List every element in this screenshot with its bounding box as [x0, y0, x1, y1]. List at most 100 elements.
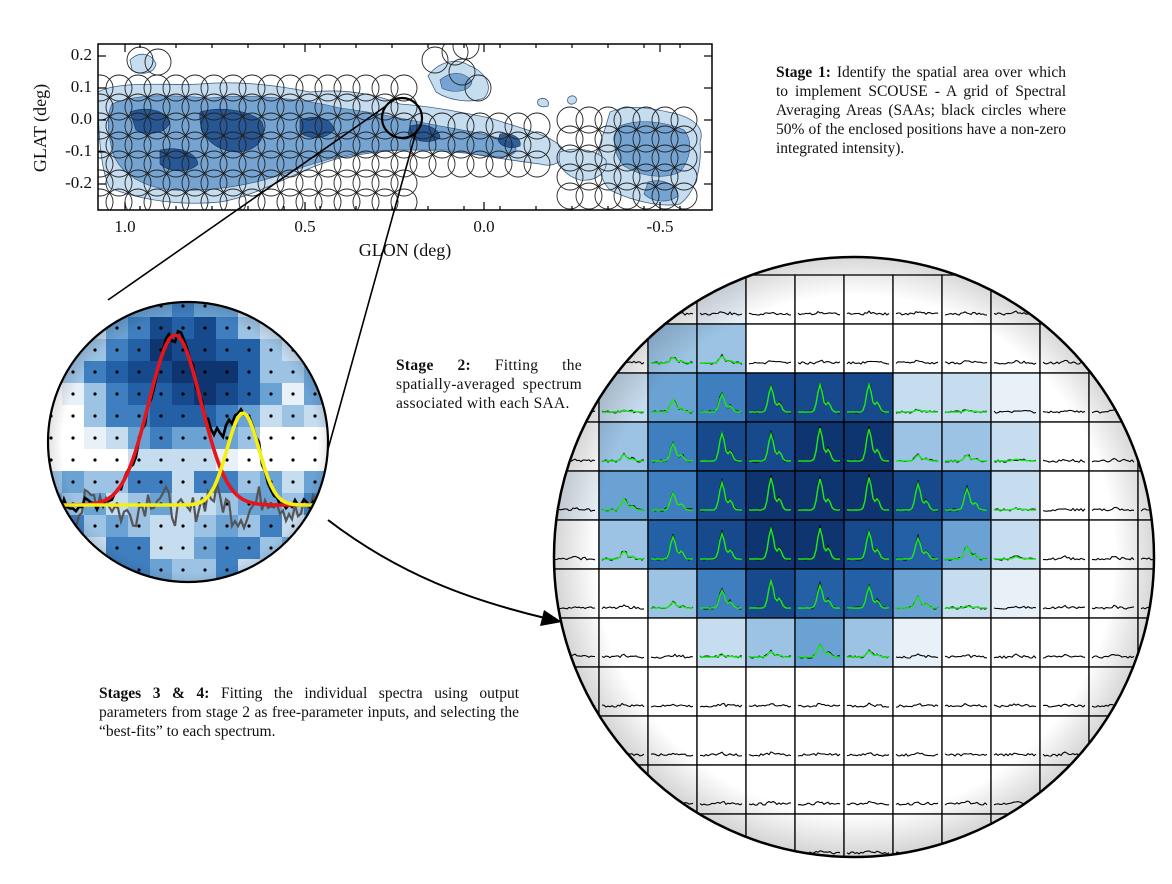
map-pixel — [326, 302, 328, 317]
glon-glat-map: 1.0 0.5 0.0 -0.5 0.2 0.1 0.0 -0.1 -0.2 G… — [30, 43, 713, 261]
saa-circle — [575, 163, 603, 191]
y-tick-label: 0.1 — [71, 77, 92, 96]
spectrum-cell — [697, 863, 746, 879]
saa-circle — [314, 93, 342, 121]
map-pixel — [282, 317, 304, 339]
pixel-center-dot — [335, 304, 338, 307]
pixel-center-dot — [247, 304, 251, 308]
pixel-center-dot — [49, 524, 53, 528]
saa-circle — [200, 150, 228, 178]
observed-spectrum — [1141, 850, 1154, 855]
map-pixel — [48, 537, 62, 559]
saa-circle — [314, 131, 342, 159]
map-pixel — [326, 339, 328, 361]
spectrum-cell — [1137, 813, 1154, 857]
saa-circle — [594, 125, 622, 153]
map-pixel — [62, 317, 84, 339]
saa-circle — [162, 74, 190, 102]
saa-circle — [181, 131, 209, 159]
stage1-caption: Stage 1: Identify the spatial area over … — [776, 63, 1066, 158]
saa-circle — [105, 93, 133, 121]
saa-circle — [556, 182, 584, 210]
pixel-center-dot — [335, 392, 338, 395]
pixel-center-dot — [291, 304, 295, 308]
pixel-center-dot — [335, 436, 338, 439]
saa-circle — [632, 182, 660, 210]
saa-circle — [276, 93, 304, 121]
saa-circle — [632, 106, 660, 134]
map-pixel — [304, 581, 326, 582]
spectrum-cell — [598, 764, 649, 815]
saa-circle — [632, 125, 660, 153]
pixel-center-dot — [291, 546, 295, 550]
pixel-center-dot — [93, 568, 97, 572]
pixel-center-dot — [335, 480, 338, 483]
saa-circle — [162, 131, 190, 159]
pixel-center-dot — [137, 590, 140, 593]
observed-spectrum — [650, 849, 694, 855]
saa-circle — [651, 182, 679, 210]
map-pixel — [48, 515, 62, 537]
spectrum-cell — [942, 863, 991, 879]
saa-circle — [670, 125, 698, 153]
y-tick-label: 0.2 — [71, 45, 92, 64]
saa-circle — [257, 169, 285, 197]
map-pixel — [48, 302, 62, 317]
observed-spectrum — [1042, 801, 1086, 806]
spectrum-cell — [1040, 863, 1089, 879]
spectrum-cell — [647, 813, 698, 857]
saa-circle — [613, 163, 641, 191]
saa-circle — [390, 131, 418, 159]
spectrum-cell — [1137, 323, 1154, 374]
saa-circle — [219, 74, 247, 102]
observed-spectrum — [1091, 361, 1135, 365]
saa-circle — [409, 131, 437, 159]
pixel-center-dot — [335, 502, 338, 505]
pixel-center-dot — [49, 370, 53, 374]
saa-circle — [333, 188, 361, 210]
spectrum-cell — [795, 863, 844, 879]
saa-circle — [371, 169, 399, 197]
pixel-center-dot — [291, 326, 295, 330]
spectrum-cell — [1137, 372, 1154, 423]
map-pixel — [84, 581, 106, 582]
pixel-center-dot — [49, 392, 53, 396]
saa-circle — [238, 188, 266, 210]
observed-spectrum — [1091, 752, 1135, 757]
saa-circle — [352, 112, 380, 140]
spectrum-cell — [1137, 715, 1154, 766]
saa-circle — [257, 188, 285, 210]
pixel-center-dot — [335, 568, 338, 571]
saa-circle — [670, 106, 698, 134]
map-pixel — [48, 581, 62, 582]
saa-circle — [632, 163, 660, 191]
saa-circle — [238, 93, 266, 121]
saa-circle — [314, 150, 342, 178]
saa-circle — [556, 106, 584, 134]
spectrum-cell — [550, 863, 599, 879]
saa-circle — [352, 169, 380, 197]
saa-circle — [594, 163, 622, 191]
saa-circle — [257, 74, 285, 102]
pixel-center-dot — [49, 502, 53, 506]
saa-circle — [98, 150, 114, 178]
spectrum-cell — [554, 274, 600, 325]
pixel-center-dot — [71, 568, 75, 572]
saa-circle — [448, 58, 476, 86]
map-pixel — [326, 493, 328, 515]
saa-circle — [556, 144, 584, 172]
pixel-center-dot — [71, 590, 74, 593]
saa-circle — [295, 150, 323, 178]
saa-circle — [485, 131, 513, 159]
saa-circle — [485, 112, 513, 140]
spectrum-cell — [1089, 863, 1138, 879]
saa-circle — [105, 112, 133, 140]
saa-circle — [409, 150, 437, 178]
saa-circle — [428, 150, 456, 178]
saa-circle — [276, 188, 304, 210]
saa-circle — [613, 106, 641, 134]
pixel-center-dot — [137, 304, 141, 308]
observed-spectrum — [554, 850, 596, 855]
map-pixel — [84, 302, 106, 317]
